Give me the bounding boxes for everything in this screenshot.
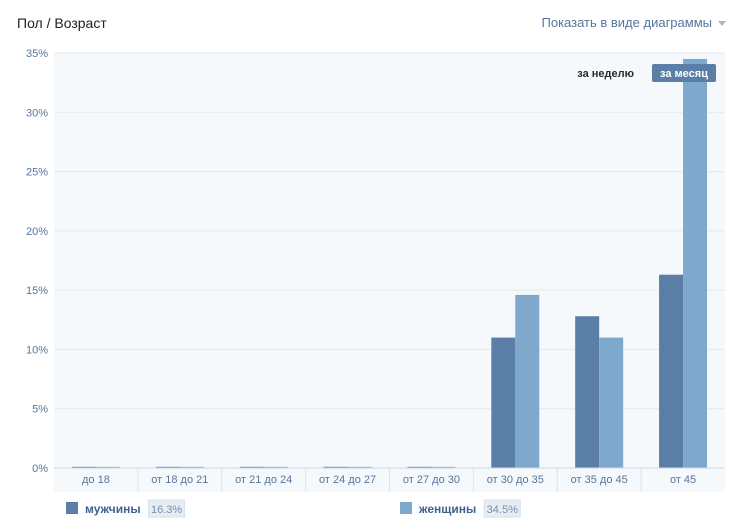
y-tick-label: 35% xyxy=(26,48,48,60)
view-toggle-button[interactable]: Показать в виде диаграммы xyxy=(541,15,726,30)
x-tick-label: от 18 до 21 xyxy=(151,474,208,486)
legend-value: 34.5% xyxy=(487,504,518,516)
x-tick-label: от 45 xyxy=(670,474,696,486)
x-tick-label: от 24 до 27 xyxy=(319,474,376,486)
y-tick-label: 10% xyxy=(26,344,48,356)
plot-area xyxy=(54,53,725,492)
bar-women[interactable] xyxy=(431,466,456,468)
bar-women[interactable] xyxy=(599,337,624,468)
legend-swatch xyxy=(400,502,412,514)
y-tick-label: 0% xyxy=(32,463,48,475)
legend-value: 16.3% xyxy=(151,504,182,516)
x-tick-label: до 18 xyxy=(82,474,110,486)
legend-value-box xyxy=(148,499,186,518)
bar-men[interactable] xyxy=(575,316,600,468)
bar-men[interactable] xyxy=(407,466,432,468)
legend-value-box xyxy=(483,499,521,518)
x-tick-label: от 27 до 30 xyxy=(403,474,460,486)
legend-label: мужчины xyxy=(85,502,141,516)
chevron-down-icon xyxy=(718,21,726,27)
legend-label: женщины xyxy=(418,502,476,516)
bar-women[interactable] xyxy=(263,466,288,468)
y-tick-label: 5% xyxy=(32,404,48,416)
page-title: Пол / Возраст xyxy=(17,15,107,31)
x-tick-label: от 30 до 35 xyxy=(487,474,544,486)
bar-women[interactable] xyxy=(179,466,204,468)
bar-men[interactable] xyxy=(71,466,96,468)
y-tick-label: 30% xyxy=(26,107,48,119)
y-tick-label: 15% xyxy=(26,285,48,297)
y-tick-label: 20% xyxy=(26,226,48,238)
bar-men[interactable] xyxy=(323,466,348,468)
bar-men[interactable] xyxy=(155,466,180,468)
x-tick-label: от 35 до 45 xyxy=(571,474,628,486)
bar-men[interactable] xyxy=(659,274,684,468)
period-week-button[interactable]: за неделю xyxy=(577,68,634,80)
bar-women[interactable] xyxy=(95,466,120,468)
legend-swatch xyxy=(66,502,78,514)
period-month-label: за месяц xyxy=(660,68,708,80)
bar-women[interactable] xyxy=(683,58,708,469)
bar-women[interactable] xyxy=(515,294,540,468)
period-month-button[interactable] xyxy=(652,64,716,82)
bar-men[interactable] xyxy=(491,337,516,468)
view-toggle-label: Показать в виде диаграммы xyxy=(541,15,713,30)
bar-women[interactable] xyxy=(347,466,372,468)
x-tick-label: от 21 до 24 xyxy=(235,474,292,486)
bar-men[interactable] xyxy=(239,466,264,468)
y-tick-label: 25% xyxy=(26,167,48,179)
